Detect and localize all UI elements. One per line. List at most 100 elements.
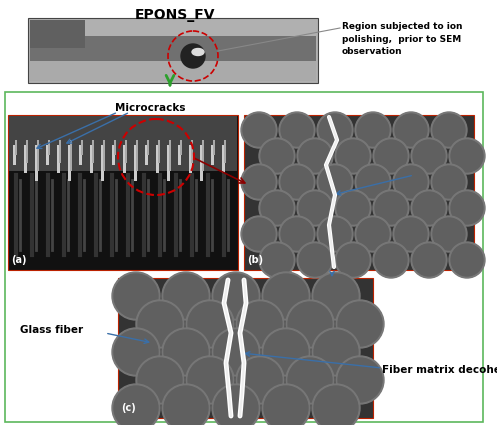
- Circle shape: [279, 164, 315, 200]
- Circle shape: [238, 358, 282, 402]
- Text: (a): (a): [11, 255, 26, 265]
- FancyBboxPatch shape: [180, 140, 182, 155]
- Circle shape: [238, 302, 282, 346]
- Circle shape: [335, 190, 371, 226]
- FancyBboxPatch shape: [125, 140, 127, 163]
- Circle shape: [355, 164, 391, 200]
- Circle shape: [312, 328, 360, 376]
- Circle shape: [114, 274, 158, 318]
- FancyBboxPatch shape: [134, 145, 137, 181]
- Circle shape: [261, 140, 293, 172]
- FancyBboxPatch shape: [156, 145, 159, 173]
- FancyBboxPatch shape: [189, 145, 192, 173]
- Circle shape: [241, 112, 277, 148]
- Circle shape: [335, 138, 371, 174]
- Circle shape: [259, 138, 295, 174]
- FancyBboxPatch shape: [70, 140, 72, 171]
- Circle shape: [162, 272, 210, 320]
- FancyBboxPatch shape: [123, 145, 126, 173]
- Circle shape: [393, 216, 429, 252]
- FancyBboxPatch shape: [79, 145, 82, 165]
- FancyBboxPatch shape: [167, 145, 170, 181]
- Circle shape: [259, 190, 295, 226]
- Circle shape: [262, 272, 310, 320]
- Circle shape: [451, 244, 483, 276]
- Circle shape: [241, 164, 277, 200]
- Circle shape: [136, 300, 184, 348]
- FancyBboxPatch shape: [8, 115, 238, 270]
- Circle shape: [138, 358, 182, 402]
- Circle shape: [214, 330, 258, 374]
- FancyBboxPatch shape: [46, 145, 49, 165]
- Circle shape: [236, 356, 284, 404]
- Circle shape: [317, 112, 353, 148]
- Circle shape: [431, 112, 467, 148]
- Circle shape: [395, 114, 427, 146]
- Circle shape: [279, 112, 315, 148]
- Circle shape: [164, 330, 208, 374]
- FancyBboxPatch shape: [81, 140, 83, 155]
- FancyBboxPatch shape: [30, 61, 316, 81]
- Circle shape: [433, 166, 465, 198]
- Circle shape: [413, 192, 445, 224]
- Circle shape: [288, 302, 332, 346]
- Circle shape: [357, 166, 389, 198]
- Circle shape: [336, 356, 384, 404]
- Circle shape: [138, 302, 182, 346]
- FancyBboxPatch shape: [59, 140, 61, 163]
- FancyBboxPatch shape: [26, 140, 28, 163]
- Circle shape: [112, 384, 160, 425]
- Circle shape: [357, 218, 389, 250]
- FancyBboxPatch shape: [101, 145, 104, 181]
- FancyBboxPatch shape: [200, 145, 203, 181]
- Circle shape: [451, 192, 483, 224]
- Circle shape: [314, 274, 358, 318]
- FancyBboxPatch shape: [169, 140, 171, 171]
- Circle shape: [373, 190, 409, 226]
- FancyBboxPatch shape: [13, 145, 16, 165]
- FancyBboxPatch shape: [30, 36, 316, 61]
- FancyBboxPatch shape: [24, 145, 27, 173]
- FancyBboxPatch shape: [118, 278, 373, 418]
- Circle shape: [337, 140, 369, 172]
- FancyBboxPatch shape: [202, 140, 204, 171]
- Circle shape: [312, 384, 360, 425]
- Circle shape: [188, 302, 232, 346]
- FancyBboxPatch shape: [90, 145, 93, 173]
- Circle shape: [373, 138, 409, 174]
- FancyBboxPatch shape: [15, 140, 17, 155]
- Circle shape: [214, 386, 258, 425]
- FancyBboxPatch shape: [57, 145, 60, 173]
- Circle shape: [395, 166, 427, 198]
- Circle shape: [319, 114, 351, 146]
- Circle shape: [393, 164, 429, 200]
- Circle shape: [357, 114, 389, 146]
- Circle shape: [335, 242, 371, 278]
- Circle shape: [181, 44, 205, 68]
- Circle shape: [431, 164, 467, 200]
- Circle shape: [112, 328, 160, 376]
- Circle shape: [261, 192, 293, 224]
- FancyBboxPatch shape: [92, 140, 94, 163]
- Text: Fiber matrix decohesion: Fiber matrix decohesion: [382, 365, 497, 375]
- Circle shape: [188, 358, 232, 402]
- Circle shape: [317, 164, 353, 200]
- Circle shape: [262, 384, 310, 425]
- Circle shape: [262, 328, 310, 376]
- Circle shape: [393, 112, 429, 148]
- Circle shape: [312, 272, 360, 320]
- Circle shape: [164, 386, 208, 425]
- Circle shape: [259, 242, 295, 278]
- Circle shape: [395, 218, 427, 250]
- Circle shape: [264, 274, 308, 318]
- Circle shape: [279, 216, 315, 252]
- FancyBboxPatch shape: [147, 140, 149, 155]
- FancyBboxPatch shape: [224, 140, 226, 163]
- Circle shape: [433, 218, 465, 250]
- FancyBboxPatch shape: [35, 145, 38, 181]
- Circle shape: [449, 190, 485, 226]
- Circle shape: [261, 244, 293, 276]
- FancyBboxPatch shape: [30, 20, 85, 48]
- Circle shape: [114, 386, 158, 425]
- Circle shape: [338, 358, 382, 402]
